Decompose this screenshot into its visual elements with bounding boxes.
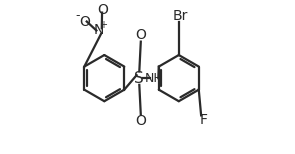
Text: N: N: [94, 23, 104, 37]
Text: NH: NH: [145, 72, 164, 85]
Text: O: O: [79, 14, 90, 28]
Text: S: S: [135, 71, 144, 86]
Text: O: O: [135, 28, 146, 42]
Text: -: -: [75, 9, 80, 22]
Text: F: F: [199, 113, 207, 127]
Text: O: O: [135, 114, 146, 128]
Text: O: O: [97, 3, 108, 17]
Text: +: +: [99, 20, 107, 30]
Text: Br: Br: [173, 9, 188, 23]
